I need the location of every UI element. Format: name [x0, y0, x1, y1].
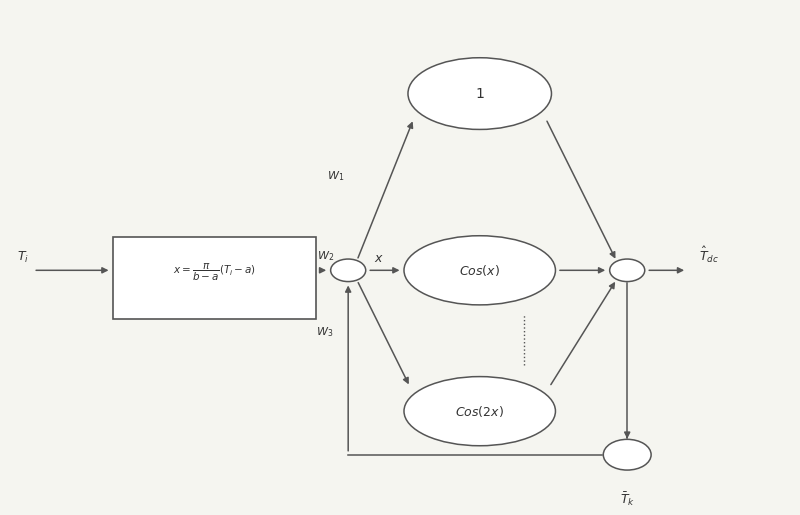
- Text: $T_i$: $T_i$: [18, 250, 30, 265]
- Text: $W_3$: $W_3$: [316, 325, 333, 339]
- Text: $x$: $x$: [374, 252, 383, 265]
- Text: $\mathit{Cos(2x)}$: $\mathit{Cos(2x)}$: [455, 404, 504, 419]
- Text: $W_2$: $W_2$: [318, 249, 334, 263]
- Text: $W_1$: $W_1$: [327, 169, 344, 183]
- Ellipse shape: [404, 376, 555, 446]
- Text: $\hat{T}_{dc}$: $\hat{T}_{dc}$: [699, 245, 719, 265]
- Text: $\mathit{Cos(x)}$: $\mathit{Cos(x)}$: [459, 263, 500, 278]
- Text: $x=\dfrac{\pi}{b-a}(T_i-a)$: $x=\dfrac{\pi}{b-a}(T_i-a)$: [173, 262, 256, 283]
- Circle shape: [603, 439, 651, 470]
- Circle shape: [610, 259, 645, 282]
- Text: $\mathit{1}$: $\mathit{1}$: [475, 87, 485, 100]
- Circle shape: [330, 259, 366, 282]
- Bar: [113, 237, 316, 319]
- Ellipse shape: [408, 58, 551, 129]
- Text: $\bar{T}_k$: $\bar{T}_k$: [620, 491, 634, 508]
- Ellipse shape: [404, 236, 555, 305]
